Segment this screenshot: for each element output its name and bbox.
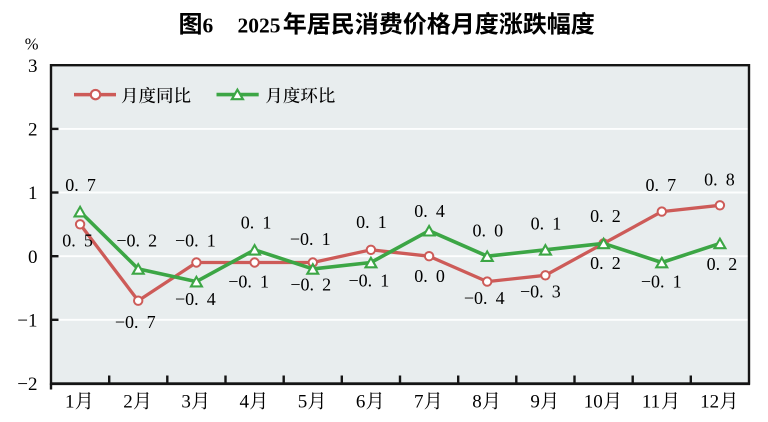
- svg-text:3: 3: [181, 391, 191, 412]
- svg-text:2025: 2025: [238, 14, 281, 38]
- svg-text:0: 0: [28, 247, 38, 268]
- svg-text:6: 6: [356, 391, 366, 412]
- svg-text:7: 7: [414, 391, 424, 412]
- svg-text:2: 2: [28, 120, 38, 141]
- svg-text:4: 4: [240, 391, 250, 412]
- svg-text:−0. 1: −0. 1: [641, 272, 682, 292]
- svg-text:−0. 7: −0. 7: [115, 312, 156, 332]
- svg-text:−0. 1: −0. 1: [349, 271, 390, 291]
- svg-text:−0. 3: −0. 3: [520, 282, 561, 302]
- svg-text:%: %: [25, 35, 39, 54]
- svg-text:0. 0: 0. 0: [472, 220, 503, 240]
- svg-text:−0. 4: −0. 4: [175, 289, 216, 309]
- svg-text:0. 7: 0. 7: [645, 175, 676, 195]
- svg-text:12: 12: [700, 391, 719, 412]
- svg-text:−1: −1: [17, 310, 37, 331]
- svg-text:0. 8: 0. 8: [704, 170, 735, 190]
- svg-text:−0. 4: −0. 4: [464, 288, 505, 308]
- svg-text:8: 8: [472, 391, 482, 412]
- svg-text:2: 2: [123, 391, 133, 412]
- svg-text:0. 5: 0. 5: [62, 231, 93, 251]
- svg-text:0. 1: 0. 1: [241, 213, 272, 233]
- svg-text:0. 7: 0. 7: [65, 175, 96, 195]
- svg-text:0. 1: 0. 1: [356, 212, 387, 232]
- svg-text:−0. 2: −0. 2: [290, 275, 331, 295]
- svg-text:−0. 1: −0. 1: [290, 229, 331, 249]
- svg-text:3: 3: [28, 56, 38, 77]
- svg-text:−0. 2: −0. 2: [116, 231, 157, 251]
- svg-text:0. 2: 0. 2: [590, 206, 621, 226]
- svg-text:0. 2: 0. 2: [590, 253, 621, 273]
- svg-text:6: 6: [203, 14, 214, 38]
- svg-text:0. 1: 0. 1: [531, 214, 562, 234]
- svg-text:1: 1: [65, 391, 75, 412]
- svg-text:9: 9: [530, 391, 540, 412]
- svg-text:−0. 1: −0. 1: [228, 271, 269, 291]
- svg-text:1: 1: [28, 183, 38, 204]
- svg-text:0. 2: 0. 2: [707, 254, 738, 274]
- svg-text:11: 11: [642, 391, 660, 412]
- svg-text:0. 4: 0. 4: [414, 201, 445, 221]
- svg-text:10: 10: [584, 391, 603, 412]
- svg-text:0. 0: 0. 0: [414, 266, 445, 286]
- svg-text:−0. 1: −0. 1: [175, 231, 216, 251]
- svg-text:−2: −2: [17, 374, 37, 395]
- svg-text:5: 5: [298, 391, 308, 412]
